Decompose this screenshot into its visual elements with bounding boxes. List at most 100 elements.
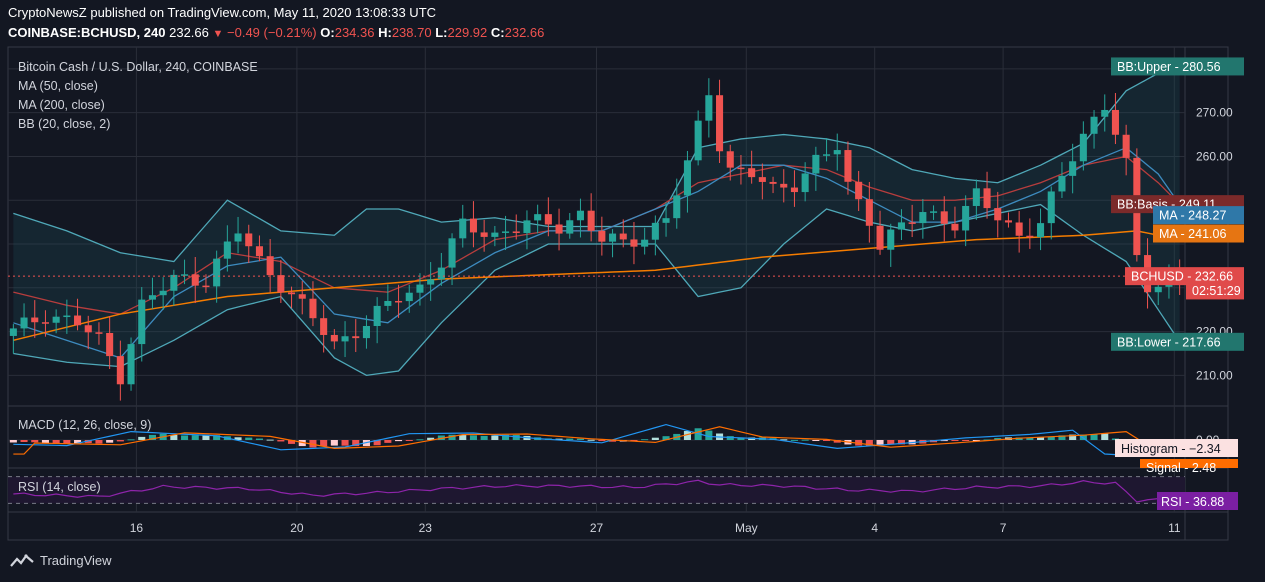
candle-up xyxy=(127,344,135,385)
macd-histogram-bar xyxy=(405,440,413,441)
legend-ma200: MA (200, close) xyxy=(18,98,105,112)
macd-histogram-bar xyxy=(298,440,306,447)
candle-up xyxy=(833,150,841,155)
macd-histogram-bar xyxy=(566,438,574,440)
macd-histogram-bar xyxy=(288,440,296,444)
candle-up xyxy=(887,229,895,250)
candle-up xyxy=(694,120,702,161)
macd-histogram-bar xyxy=(277,440,285,442)
candle-up xyxy=(812,154,820,174)
candle-up xyxy=(341,336,349,342)
x-tick-label: 23 xyxy=(419,521,433,535)
candle-up xyxy=(138,299,146,345)
candle-down xyxy=(277,275,285,293)
macd-histogram-bar xyxy=(780,439,788,441)
candle-up xyxy=(609,233,617,242)
macd-histogram-bar xyxy=(555,438,563,440)
candle-up xyxy=(405,292,413,302)
candle-up xyxy=(9,328,17,336)
candle-up xyxy=(427,279,435,285)
macd-line xyxy=(13,423,1180,457)
candle-up xyxy=(897,222,905,230)
candle-up xyxy=(1090,116,1098,134)
macd-histogram-bar xyxy=(983,439,991,441)
candle-down xyxy=(255,246,263,257)
candle-down xyxy=(716,95,724,152)
macd-histogram-bar xyxy=(587,439,595,441)
macd-histogram-bar xyxy=(662,436,670,440)
candle-up xyxy=(148,295,156,300)
candle-up xyxy=(159,290,167,296)
candle-up xyxy=(1069,161,1077,176)
series-price-tag xyxy=(1186,281,1244,300)
candle-down xyxy=(790,187,798,193)
candle-up xyxy=(20,317,28,329)
macd-histogram-bar xyxy=(255,438,263,440)
bb-lower-line xyxy=(13,203,1181,377)
series-price-tag-text: MA - 241.06 xyxy=(1159,227,1226,241)
macd-histogram-bar xyxy=(234,437,242,440)
candle-down xyxy=(780,183,788,188)
y-tick-label: 260.00 xyxy=(1196,149,1233,163)
candle-down xyxy=(865,199,873,226)
ma200-line xyxy=(13,230,1180,342)
macd-histogram-bar xyxy=(951,440,959,441)
candle-up xyxy=(801,173,809,193)
macd-histogram-bar xyxy=(41,440,49,444)
y-tick-label: 210.00 xyxy=(1196,368,1233,382)
candle-down xyxy=(748,168,756,178)
macd-histogram-bar xyxy=(352,440,360,447)
candle-up xyxy=(1037,223,1045,238)
price-change: −0.49 (−0.21%) xyxy=(227,25,317,40)
candle-down xyxy=(726,151,734,168)
candle-up xyxy=(1154,286,1162,293)
series-price-tag xyxy=(1153,206,1244,225)
macd-histogram-bar xyxy=(1058,435,1066,440)
x-tick-label: 4 xyxy=(871,521,878,535)
macd-histogram-bar xyxy=(576,438,584,440)
macd-histogram-bar xyxy=(31,440,39,443)
candle-down xyxy=(395,300,403,303)
candle-up xyxy=(651,222,659,240)
macd-histogram-bar xyxy=(469,435,477,440)
legend-rsi: RSI (14, close) xyxy=(18,480,101,494)
macd-histogram-bar xyxy=(416,439,424,441)
candle-up xyxy=(416,284,424,293)
candle-up xyxy=(1101,109,1109,117)
signal-tag xyxy=(1140,459,1238,468)
candle-down xyxy=(544,214,552,225)
candle-up xyxy=(930,211,938,213)
macd-histogram-bar xyxy=(106,440,114,443)
tradingview-brand[interactable]: TradingView xyxy=(10,553,112,568)
candle-up xyxy=(384,300,392,306)
macd-histogram-bar xyxy=(1090,434,1098,440)
macd-histogram-bar xyxy=(52,440,60,444)
candle-up xyxy=(673,195,681,219)
x-tick-label: 11 xyxy=(1168,521,1181,535)
brand-name: TradingView xyxy=(40,553,112,568)
publish-line: CryptoNewsZ published on TradingView.com… xyxy=(8,5,437,20)
candle-down xyxy=(202,285,210,288)
candle-down xyxy=(1026,235,1034,238)
macd-histogram-bar xyxy=(74,440,82,444)
macd-histogram-bar xyxy=(790,439,798,441)
x-tick-label: 7 xyxy=(1000,521,1007,535)
macd-histogram-bar xyxy=(138,436,146,440)
candle-down xyxy=(598,230,606,242)
macd-histogram-bar xyxy=(683,431,691,440)
macd-histogram-bar xyxy=(972,440,980,441)
macd-histogram-bar xyxy=(651,437,659,440)
candle-down xyxy=(1004,220,1012,223)
legend-ma50: MA (50, close) xyxy=(18,79,98,93)
candle-up xyxy=(641,239,649,247)
candle-down xyxy=(106,332,114,357)
candle-up xyxy=(491,232,499,237)
candle-up xyxy=(523,220,531,234)
candle-down xyxy=(630,239,638,247)
macd-histogram-bar xyxy=(1101,433,1109,440)
rsi-tag-text: RSI - 36.88 xyxy=(1161,495,1224,509)
macd-histogram-bar xyxy=(609,440,617,442)
macd-histogram-bar xyxy=(865,440,873,446)
candle-down xyxy=(994,208,1002,221)
